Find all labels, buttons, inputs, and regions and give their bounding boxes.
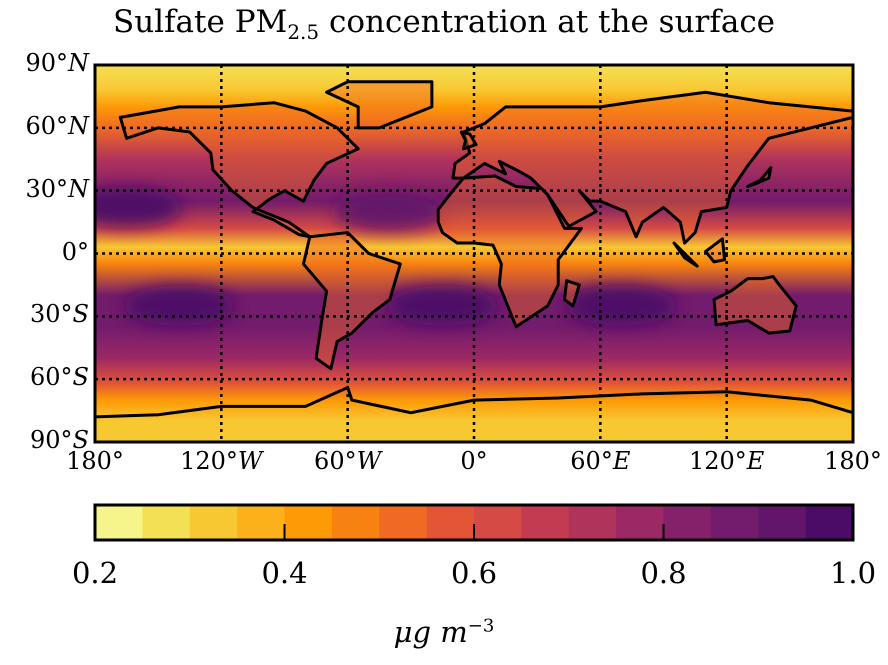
colorbar-bin bbox=[568, 505, 617, 540]
coastlines bbox=[95, 80, 853, 419]
lon-tick-label: 120°E bbox=[689, 447, 764, 475]
lat-tick-label: 60°N bbox=[25, 112, 89, 140]
colorbar-tick-label: 0.4 bbox=[261, 556, 308, 590]
coastline-japan bbox=[746, 166, 773, 188]
colorbar-bin bbox=[758, 505, 807, 540]
colorbar-tick-label: 1.0 bbox=[829, 556, 877, 590]
tick-value: 60° bbox=[25, 111, 68, 140]
tick-hemisphere: S bbox=[72, 300, 89, 329]
colorbar-bin bbox=[616, 505, 664, 540]
colorbar-tick-label: 0.8 bbox=[640, 556, 687, 590]
tick-hemisphere: E bbox=[746, 447, 765, 475]
tick-value: 90° bbox=[30, 426, 73, 454]
title-suffix: concentration at the surface bbox=[319, 4, 776, 40]
coastline-south-america bbox=[301, 231, 402, 371]
lon-tick-label: 60°E bbox=[570, 447, 630, 475]
tick-hemisphere: E bbox=[612, 447, 631, 475]
tick-value: 180° bbox=[824, 447, 882, 475]
lon-tick-label: 120°W bbox=[180, 447, 262, 475]
concentration-maximum bbox=[95, 187, 182, 228]
coastline-eurasia bbox=[451, 90, 853, 245]
tick-value: 30° bbox=[25, 174, 68, 203]
colorbar-bin bbox=[426, 505, 475, 540]
coastline-great-britain bbox=[459, 130, 478, 151]
tick-hemisphere: N bbox=[68, 174, 89, 203]
coastline-borneo bbox=[704, 237, 727, 264]
concentration-maximum bbox=[566, 285, 677, 326]
tick-value: 0° bbox=[460, 447, 488, 475]
concentration-maximum bbox=[334, 191, 445, 232]
colorbar-frame bbox=[93, 503, 855, 542]
tick-hemisphere: W bbox=[237, 447, 263, 475]
tick-hemisphere: N bbox=[68, 49, 89, 77]
unit-text: μg m bbox=[393, 615, 468, 649]
colorbar-bin bbox=[284, 505, 333, 540]
coastline-madagascar bbox=[563, 279, 581, 308]
colorbar-bin bbox=[237, 505, 285, 540]
concentration-maximum bbox=[124, 285, 235, 326]
tick-value: 60° bbox=[30, 363, 73, 392]
lat-tick-label: 60°S bbox=[30, 363, 89, 391]
colorbar-bin bbox=[95, 505, 143, 540]
lat-tick-label: 90°S bbox=[30, 426, 89, 454]
lon-tick-label: 180° bbox=[824, 447, 882, 475]
colorbar-bin bbox=[331, 505, 380, 540]
title-main: Sulfate PM bbox=[112, 4, 288, 40]
tick-value: 30° bbox=[30, 300, 73, 329]
lat-tick-label: 0° bbox=[62, 238, 89, 266]
lat-tick-label: 90°N bbox=[25, 49, 89, 77]
colorbar-bin bbox=[521, 505, 570, 540]
coastline-australia bbox=[712, 275, 798, 335]
tick-value: 120° bbox=[688, 447, 747, 475]
title-subscript: 2.5 bbox=[287, 20, 320, 45]
coastline-greenland bbox=[325, 80, 434, 130]
concentration-maximum bbox=[387, 285, 498, 326]
tick-value: 180° bbox=[66, 447, 124, 475]
lat-tick-label: 30°N bbox=[25, 175, 89, 203]
tick-value: 60° bbox=[314, 447, 357, 475]
lon-tick-label: 0° bbox=[460, 447, 487, 475]
coastline-antarctica bbox=[95, 385, 853, 419]
colorbar-tick-label: 0.6 bbox=[450, 556, 498, 590]
colorbar-bin bbox=[189, 505, 238, 540]
colorbar-bin bbox=[663, 505, 712, 540]
colorbar-bin bbox=[142, 505, 191, 540]
tick-hemisphere: S bbox=[72, 426, 89, 454]
coastline-north-america bbox=[118, 101, 360, 239]
colorbar-label: μg m−3 bbox=[0, 615, 888, 649]
chart-title: Sulfate PM2.5 concentration at the surfa… bbox=[0, 4, 888, 44]
lat-tick-label: 30°S bbox=[30, 300, 89, 328]
lon-tick-label: 180° bbox=[66, 447, 124, 475]
tick-value: 0° bbox=[61, 237, 89, 266]
tick-value: 120° bbox=[180, 447, 238, 475]
tick-value: 60° bbox=[570, 447, 613, 475]
colorbar-bin bbox=[710, 505, 759, 540]
tick-hemisphere: N bbox=[68, 111, 89, 140]
map-frame bbox=[93, 63, 855, 444]
tick-value: 90° bbox=[25, 49, 68, 77]
unit-sup: −3 bbox=[467, 615, 495, 637]
lon-tick-label: 60°W bbox=[314, 447, 381, 475]
colorbar-bin bbox=[805, 505, 854, 540]
tick-hemisphere: S bbox=[72, 363, 89, 392]
colorbar-bin bbox=[474, 505, 522, 540]
tick-hemisphere: W bbox=[356, 447, 382, 475]
colorbar-bin bbox=[379, 505, 428, 540]
colorbar-tick-label: 0.2 bbox=[71, 556, 119, 590]
